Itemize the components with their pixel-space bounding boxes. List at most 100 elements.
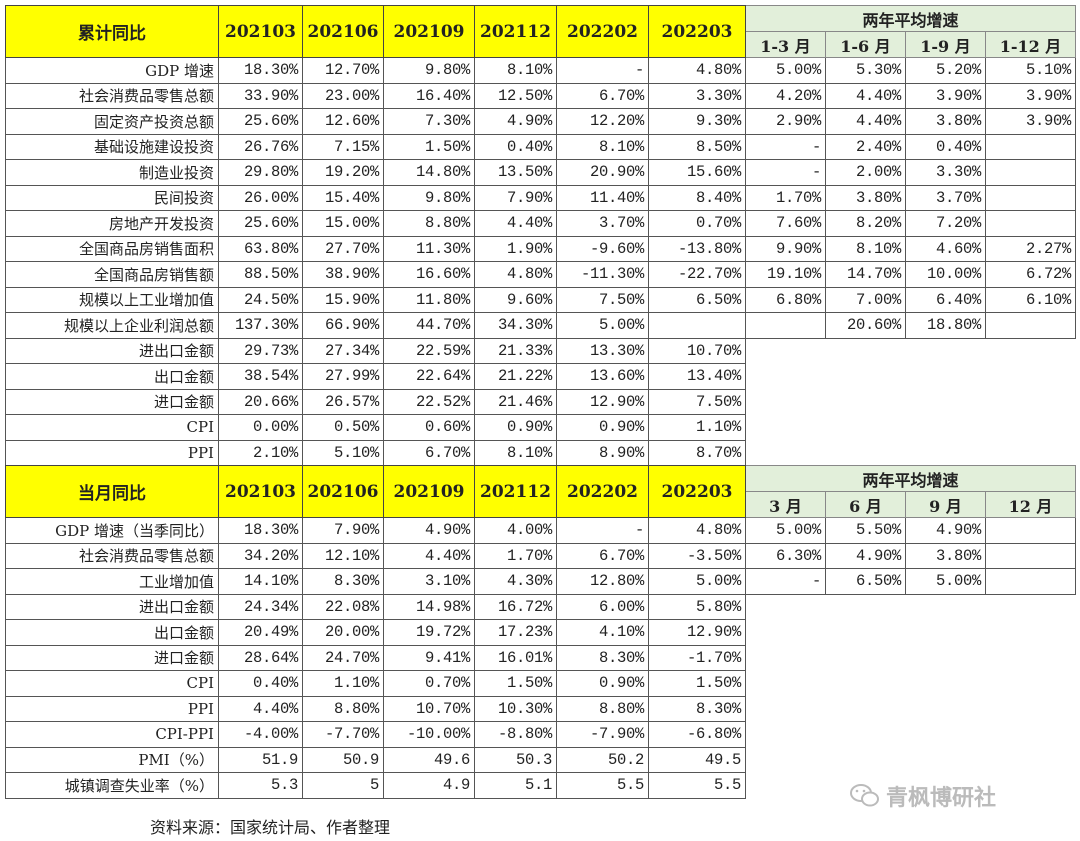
value-cell: 13.60%: [556, 363, 649, 390]
two-year-period-header: 1-3 月: [745, 31, 826, 58]
two-year-cell: -: [745, 159, 826, 186]
value-cell: -8.80%: [474, 721, 557, 748]
value-cell: 25.60%: [218, 210, 303, 237]
value-cell: 8.80%: [556, 695, 649, 722]
value-cell: 19.20%: [302, 159, 384, 186]
row-label: GDP 增速（当季同比）: [5, 517, 219, 544]
value-cell: 11.80%: [383, 286, 475, 313]
value-cell: 0.70%: [648, 210, 746, 237]
wechat-icon: [850, 784, 879, 807]
cumulative-yoy-table: 累计同比 202103 202106 202109 202112 202202 202203…: [5, 5, 1076, 466]
value-cell: 14.10%: [218, 568, 303, 595]
value-cell: 14.80%: [383, 159, 475, 186]
two-year-cell: 4.40%: [825, 82, 906, 109]
table-row: GDP 增速（当季同比） 18.30% 7.90% 4.90% 4.00% -4.80% 5…: [5, 517, 1076, 544]
value-cell: 33.90%: [218, 82, 303, 109]
table-row: GDP 增速 18.30% 12.70% 9.80% 8.10% -4.80% 5.00% 5…: [5, 57, 1076, 84]
row-label: 全国商品房销售额: [5, 261, 219, 288]
two-year-period-header: 6 月: [825, 491, 906, 518]
two-year-cell: 20.60%: [825, 312, 906, 339]
two-year-cell: 2.40%: [825, 133, 906, 160]
value-cell: 2.10%: [218, 439, 303, 466]
table-row: 进出口金额 24.34% 22.08% 14.98% 16.72% 6.00% 5.80%: [5, 593, 1076, 798]
two-year-cell: 2.27%: [985, 235, 1076, 262]
two-year-cell: 5.50%: [825, 517, 906, 544]
value-cell: 16.40%: [383, 82, 475, 109]
period-header: 202202: [556, 465, 649, 518]
table-row: 基础设施建设投资 26.76% 7.15% 1.50% 0.40% 8.10% 8.50% -…: [5, 133, 1076, 160]
two-year-cell: 3.80%: [905, 108, 986, 135]
two-year-cell: [985, 133, 1076, 160]
value-cell: 12.90%: [648, 619, 746, 646]
two-year-cell: 7.00%: [825, 286, 906, 313]
value-cell: 7.15%: [302, 133, 384, 160]
value-cell: 24.34%: [218, 593, 303, 620]
value-cell: 3.30%: [648, 82, 746, 109]
value-cell: 27.99%: [302, 363, 384, 390]
value-cell: 7.90%: [474, 184, 557, 211]
row-label: 规模以上企业利润总额: [5, 312, 219, 339]
value-cell: 1.10%: [648, 414, 746, 441]
value-cell: 16.60%: [383, 261, 475, 288]
value-cell: -: [556, 517, 649, 544]
value-cell: -11.30%: [556, 261, 649, 288]
value-cell: 26.57%: [302, 388, 384, 415]
value-cell: 4.30%: [474, 568, 557, 595]
value-cell: 6.70%: [556, 82, 649, 109]
value-cell: 10.30%: [474, 695, 557, 722]
value-cell: 11.40%: [556, 184, 649, 211]
value-cell: 21.22%: [474, 363, 557, 390]
value-cell: 7.90%: [302, 517, 384, 544]
value-cell: 8.30%: [648, 695, 746, 722]
value-cell: 13.50%: [474, 159, 557, 186]
value-cell: 16.72%: [474, 593, 557, 620]
watermark-text: 青枫博研社: [886, 785, 997, 811]
value-cell: 34.20%: [218, 542, 303, 569]
table-row: PPI 4.40% 8.80% 10.70% 10.30% 8.80% 8.30%: [5, 695, 1076, 722]
value-cell: 0.50%: [302, 414, 384, 441]
value-cell: -22.70%: [648, 261, 746, 288]
two-year-cell: 5.30%: [825, 57, 906, 84]
value-cell: 21.33%: [474, 337, 557, 364]
value-cell: 4.80%: [474, 261, 557, 288]
value-cell: 0.40%: [218, 670, 303, 697]
row-label: GDP 增速: [5, 57, 219, 84]
row-label: 出口金额: [5, 363, 219, 390]
value-cell: 27.70%: [302, 235, 384, 262]
value-cell: 8.80%: [302, 695, 384, 722]
two-year-period-header: 1-9 月: [905, 31, 986, 58]
value-cell: 9.80%: [383, 184, 475, 211]
value-cell: 50.9: [302, 746, 384, 773]
row-label: 城镇调查失业率（%）: [5, 772, 219, 799]
table-row: PPI 2.10% 5.10% 6.70% 8.10% 8.90% 8.70%: [5, 439, 1076, 466]
value-cell: 1.10%: [302, 670, 384, 697]
two-year-cell: 19.10%: [745, 261, 826, 288]
value-cell: 38.90%: [302, 261, 384, 288]
value-cell: 4.80%: [648, 57, 746, 84]
value-cell: 20.66%: [218, 388, 303, 415]
value-cell: 22.08%: [302, 593, 384, 620]
value-cell: 51.9: [218, 746, 303, 773]
value-cell: 66.90%: [302, 312, 384, 339]
value-cell: 27.34%: [302, 337, 384, 364]
two-year-cell: 5.00%: [745, 517, 826, 544]
value-cell: 18.30%: [218, 517, 303, 544]
table-row: 规模以上企业利润总额 137.30% 66.90% 44.70% 34.30% 5.00%…: [5, 312, 1076, 339]
value-cell: 9.30%: [648, 108, 746, 135]
table-row: 固定资产投资总额 25.60% 12.60% 7.30% 4.90% 12.20% 9.30…: [5, 108, 1076, 135]
table-row: 房地产开发投资 25.60% 15.00% 8.80% 4.40% 3.70% 0.70% 7…: [5, 210, 1076, 237]
value-cell: 12.20%: [556, 108, 649, 135]
value-cell: 4.80%: [648, 517, 746, 544]
table-row: 城镇调查失业率（%） 5.3 5 4.9 5.1 5.5 5.5: [5, 772, 1076, 799]
value-cell: 5.5: [556, 772, 649, 799]
value-cell: 29.73%: [218, 337, 303, 364]
value-cell: 8.70%: [648, 439, 746, 466]
value-cell: -1.70%: [648, 644, 746, 671]
value-cell: 8.10%: [474, 57, 557, 84]
two-year-cell: -: [745, 568, 826, 595]
value-cell: 25.60%: [218, 108, 303, 135]
period-header: 202103: [218, 5, 303, 58]
value-cell: 24.50%: [218, 286, 303, 313]
period-header: 202202: [556, 5, 649, 58]
period-header: 202203: [648, 465, 746, 518]
